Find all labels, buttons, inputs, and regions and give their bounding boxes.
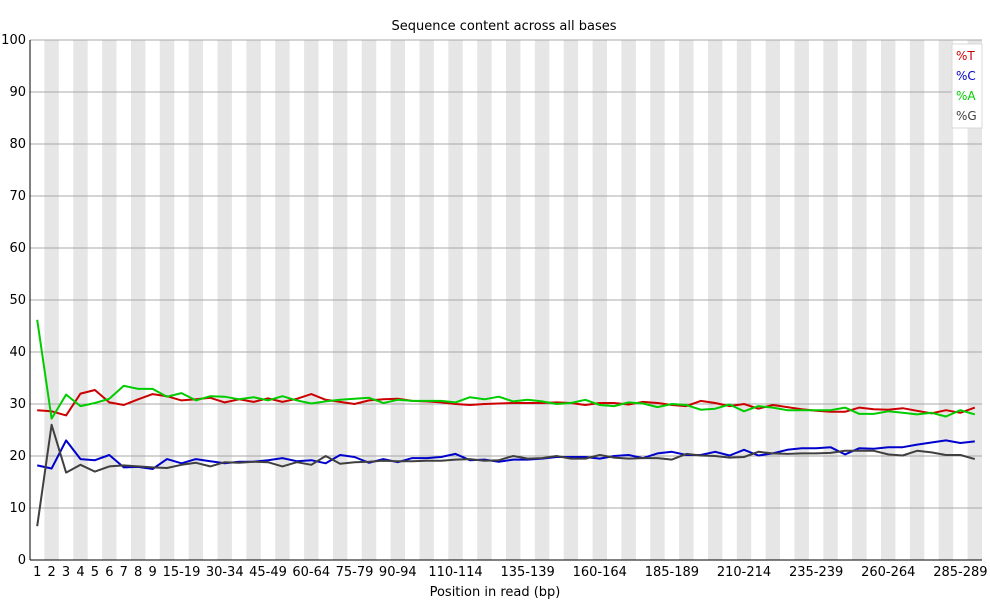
y-tick-label: 30 xyxy=(9,397,26,412)
legend-entry-t: %T xyxy=(956,49,975,63)
x-tick-label: 8 xyxy=(134,565,142,580)
x-axis-label: Position in read (bp) xyxy=(430,585,561,600)
y-tick-label: 10 xyxy=(9,501,26,516)
x-tick-label: 1 xyxy=(33,565,41,580)
x-tick-label: 5 xyxy=(91,565,99,580)
x-tick-label: 260-264 xyxy=(861,565,915,580)
y-tick-label: 50 xyxy=(9,293,26,308)
y-tick-labels: 0 10 20 30 40 50 60 70 80 90 100 xyxy=(1,33,26,568)
x-tick-label: 235-239 xyxy=(789,565,843,580)
x-tick-label: 210-214 xyxy=(717,565,771,580)
series-lines xyxy=(36,319,976,527)
x-tick-label: 2 xyxy=(47,565,55,580)
y-tick-label: 70 xyxy=(9,189,26,204)
x-tick-label: 9 xyxy=(148,565,156,580)
x-tick-label: 90-94 xyxy=(379,565,417,580)
y-tick-label: 20 xyxy=(9,449,26,464)
y-tick-label: 100 xyxy=(1,33,26,48)
legend-entry-g: %G xyxy=(956,109,977,123)
y-tick-label: 80 xyxy=(9,137,26,152)
x-tick-label: 7 xyxy=(120,565,128,580)
x-tick-label: 110-114 xyxy=(428,565,482,580)
x-tick-label: 160-164 xyxy=(573,565,627,580)
plot-bands xyxy=(44,40,982,560)
x-tick-label: 75-79 xyxy=(336,565,374,580)
legend-entry-c: %C xyxy=(956,69,976,83)
x-tick-labels: 1 2 3 4 5 6 7 8 9 15-19 30-34 45-49 60-64 75-79 90-94 1… xyxy=(33,565,987,580)
series-line-c xyxy=(36,439,975,470)
x-tick-label: 60-64 xyxy=(292,565,330,580)
legend-box xyxy=(951,43,983,129)
y-tick-label: 90 xyxy=(9,85,26,100)
y-tick-label: 0 xyxy=(18,553,26,568)
series-line-g xyxy=(36,423,976,527)
x-tick-label: 285-289 xyxy=(933,565,987,580)
x-tick-label: 185-189 xyxy=(645,565,699,580)
y-tick-label: 40 xyxy=(9,345,26,360)
x-tick-label: 15-19 xyxy=(163,565,201,580)
legend-entry-a: %A xyxy=(956,89,976,103)
x-tick-label: 135-139 xyxy=(500,565,554,580)
x-tick-label: 4 xyxy=(76,565,84,580)
chart-title: Sequence content across all bases xyxy=(391,19,616,34)
x-tick-label: 30-34 xyxy=(206,565,244,580)
legend: %T %C %A %G xyxy=(951,43,983,129)
x-tick-label: 6 xyxy=(105,565,113,580)
x-tick-label: 3 xyxy=(62,565,70,580)
y-tick-label: 60 xyxy=(9,241,26,256)
x-tick-label: 45-49 xyxy=(249,565,287,580)
axes xyxy=(29,40,982,561)
series-line-a xyxy=(36,319,976,420)
